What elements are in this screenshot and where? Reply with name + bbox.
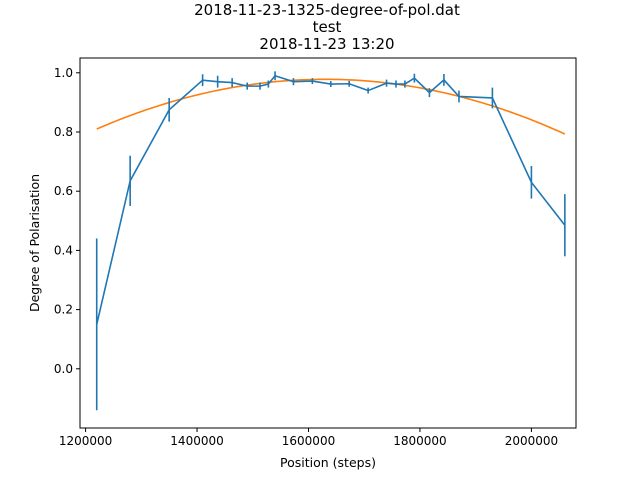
x-tick-label: 1800000 xyxy=(393,434,446,448)
title-line-2: test xyxy=(313,18,342,36)
data-layer xyxy=(95,71,566,411)
title-line-1: 2018-11-23-1325-degree-of-pol.dat xyxy=(194,1,460,19)
y-axis-label: Degree of Polarisation xyxy=(27,174,42,312)
y-axis: 0.0 0.2 0.4 0.6 0.8 1.0 xyxy=(54,66,80,376)
x-axis: 1200000 1400000 1600000 1800000 2000000 xyxy=(59,428,558,448)
x-tick-label: 1400000 xyxy=(170,434,223,448)
fit-curve xyxy=(96,78,566,135)
title-line-3: 2018-11-23 13:20 xyxy=(259,35,394,53)
y-tick-label: 0.0 xyxy=(54,362,73,376)
y-tick-label: 0.4 xyxy=(54,243,73,257)
chart-title: 2018-11-23-1325-degree-of-pol.dat test 2… xyxy=(194,1,460,53)
y-tick-label: 1.0 xyxy=(54,66,73,80)
x-tick-label: 1200000 xyxy=(59,434,112,448)
axes-frame xyxy=(79,57,577,429)
y-tick-label: 0.2 xyxy=(54,303,73,317)
measured-series-line xyxy=(95,74,566,325)
x-axis-label: Position (steps) xyxy=(280,455,376,470)
x-tick-label: 2000000 xyxy=(505,434,558,448)
y-tick-label: 0.8 xyxy=(54,125,73,139)
y-tick-label: 0.6 xyxy=(54,184,73,198)
plot-area xyxy=(95,71,566,411)
x-tick-label: 1600000 xyxy=(282,434,335,448)
fit-layer xyxy=(96,78,566,135)
